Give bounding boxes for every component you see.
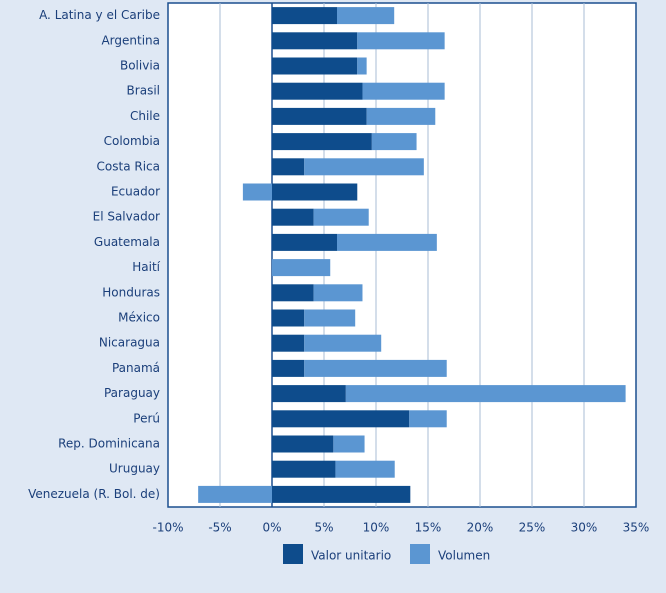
bar [304, 309, 356, 327]
y-tick-label: Colombia [104, 134, 160, 148]
plot-area [167, 2, 637, 508]
x-tick-label: 25% [519, 521, 546, 535]
bar [272, 485, 411, 503]
legend-label: Valor unitario [311, 549, 391, 563]
bar [272, 259, 331, 277]
bar [272, 183, 358, 201]
bar [272, 208, 314, 226]
x-tick-label: 20% [467, 521, 494, 535]
y-tick-label: Haití [132, 260, 160, 274]
bar [272, 32, 358, 50]
bar [272, 410, 410, 428]
x-tick-label: 35% [623, 521, 650, 535]
x-tick-label: 5% [314, 521, 333, 535]
bar [272, 107, 367, 125]
bar [272, 334, 305, 352]
y-tick-label: Chile [130, 109, 160, 123]
x-tick-label: -5% [208, 521, 231, 535]
y-tick-label: A. Latina y el Caribe [39, 8, 160, 22]
y-tick-label: Rep. Dominicana [58, 437, 160, 451]
bar [272, 385, 346, 403]
bar [304, 158, 424, 176]
legend-swatch [410, 544, 430, 564]
x-tick-label: 15% [415, 521, 442, 535]
y-tick-label: Perú [133, 411, 160, 425]
bar [272, 309, 305, 327]
y-tick-label: Nicaragua [99, 336, 160, 350]
bar [272, 7, 337, 25]
bar [337, 7, 395, 25]
x-tick-label: -10% [152, 521, 183, 535]
bar [345, 385, 626, 403]
bar [313, 208, 369, 226]
bar [304, 359, 447, 377]
bar [335, 460, 395, 478]
y-tick-label: Panamá [112, 361, 160, 375]
bar [337, 233, 437, 251]
bar [357, 57, 367, 75]
y-tick-label: Venezuela (R. Bol. de) [28, 487, 160, 501]
bar [371, 133, 417, 151]
bar [272, 233, 337, 251]
y-tick-label: Guatemala [94, 235, 160, 249]
y-tick-label: Bolivia [120, 59, 160, 73]
bar [272, 133, 372, 151]
y-tick-label: Honduras [102, 285, 160, 299]
bar [272, 435, 334, 453]
y-tick-label: México [118, 311, 160, 325]
bar [313, 284, 363, 302]
bar [242, 183, 272, 201]
y-tick-label: Uruguay [109, 462, 160, 476]
bar [366, 107, 436, 125]
bar [272, 359, 305, 377]
bar [272, 57, 358, 75]
bar [304, 334, 382, 352]
bar [409, 410, 447, 428]
x-tick-label: 0% [262, 521, 281, 535]
bar [198, 485, 272, 503]
legend-label: Volumen [438, 549, 490, 563]
bar [362, 82, 445, 100]
x-tick-label: 30% [571, 521, 598, 535]
bar [333, 435, 365, 453]
bar [272, 82, 363, 100]
y-tick-label: Paraguay [104, 386, 160, 400]
bar [357, 32, 445, 50]
y-tick-label: Ecuador [111, 185, 160, 199]
y-tick-label: Brasil [127, 84, 160, 98]
legend-swatch [283, 544, 303, 564]
y-tick-label: Costa Rica [97, 159, 160, 173]
x-tick-label: 10% [363, 521, 390, 535]
bar [272, 158, 305, 176]
bar [272, 460, 336, 478]
y-tick-label: Argentina [101, 33, 160, 47]
bar [272, 284, 314, 302]
y-tick-label: El Salvador [93, 210, 160, 224]
